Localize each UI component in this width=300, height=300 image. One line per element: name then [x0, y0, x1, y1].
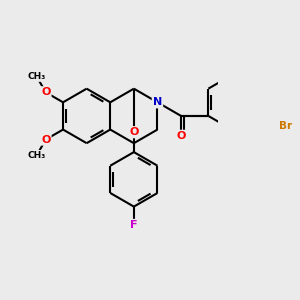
- Text: O: O: [41, 134, 50, 145]
- Text: O: O: [41, 87, 50, 97]
- Text: O: O: [176, 131, 186, 141]
- Text: CH₃: CH₃: [28, 151, 46, 160]
- Text: O: O: [129, 127, 139, 137]
- Text: CH₃: CH₃: [28, 72, 46, 81]
- Text: F: F: [130, 220, 138, 230]
- Text: Br: Br: [279, 121, 292, 131]
- Text: N: N: [153, 97, 162, 107]
